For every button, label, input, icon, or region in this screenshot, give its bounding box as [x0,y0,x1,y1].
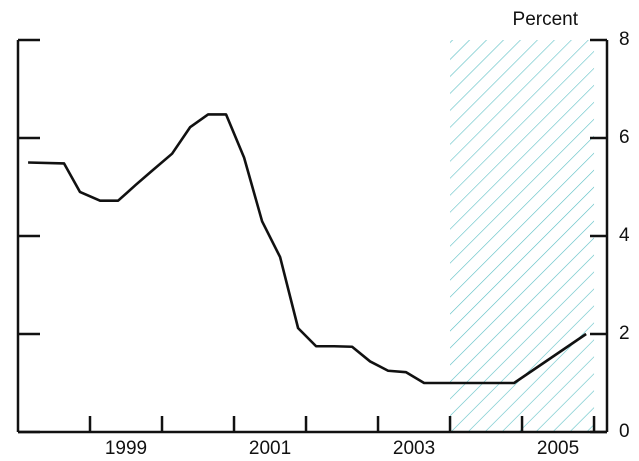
x-tick-label: 2005 [537,438,579,459]
data-line [28,113,587,385]
y-tick-label: 2 [619,323,630,344]
shaded-region [450,40,595,432]
x-tick-label: 1999 [105,438,147,459]
y-axis-label: Percent [513,9,579,30]
y-tick-label: 6 [619,127,630,148]
y-tick-label: 8 [619,29,630,50]
y-tick-label: 4 [619,225,630,246]
y-tick-label: 0 [619,421,630,442]
x-tick-label: 2003 [393,438,435,459]
x-tick-label: 2001 [249,438,291,459]
